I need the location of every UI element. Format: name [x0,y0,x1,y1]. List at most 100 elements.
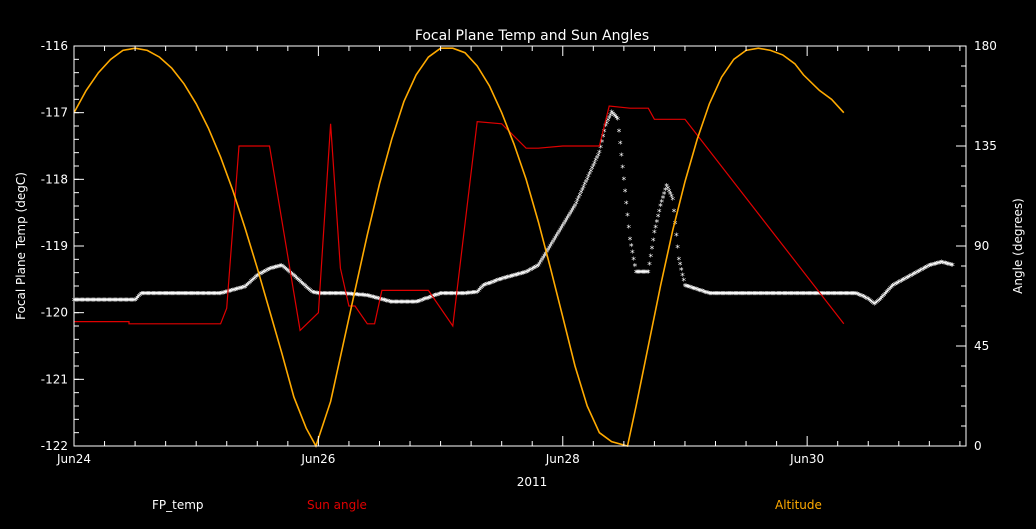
fp-temp-point: * [82,297,87,307]
fp-temp-point: * [663,187,668,197]
fp-temp-point: * [369,294,374,304]
fp-temp-point: * [948,262,953,272]
fp-temp-point: * [546,247,551,257]
fp-temp-point: * [890,283,895,293]
fp-temp-point: * [745,291,750,301]
fp-temp-point: * [650,245,655,255]
fp-temp-point: * [664,183,669,193]
fp-temp-point: * [597,149,602,159]
fp-temp-point: * [488,280,493,290]
fp-temp-point: * [740,291,745,301]
fp-temp-point: * [512,273,517,283]
fp-temp-point: * [224,289,229,299]
fp-temp-point: * [556,231,561,241]
fp-temp-point: * [168,291,173,301]
fp-temp-point: * [305,285,310,295]
fp-temp-point: * [805,291,810,301]
fp-temp-point: * [947,261,952,271]
fp-temp-point: * [366,293,371,303]
altitude-series-line [73,47,845,449]
fp-temp-point: * [816,291,821,301]
fp-temp-point: * [812,291,817,301]
fp-temp-point: * [644,269,649,279]
fp-temp-point: * [295,276,300,286]
fp-temp-point: * [587,171,592,181]
fp-temp-point: * [673,220,678,230]
fp-temp-point: * [232,287,237,297]
fp-temp-point: * [695,287,700,297]
left-y-tick-label: -122 [41,439,68,453]
fp-temp-point: * [267,266,272,276]
fp-temp-point: * [773,291,778,301]
fp-temp-point: * [536,263,541,273]
fp-temp-point: * [322,291,327,301]
fp-temp-point: * [938,260,943,270]
fp-temp-point: * [843,291,848,301]
fp-temp-point: * [828,291,833,301]
fp-temp-point: * [758,291,763,301]
fp-temp-point: * [679,267,684,277]
fp-temp-point: * [175,291,180,301]
fp-temp-point: * [642,269,647,279]
fp-temp-point: * [514,272,519,282]
fp-temp-point: * [845,291,850,301]
fp-temp-point: * [713,291,718,301]
fp-temp-point: * [532,265,537,275]
fp-temp-point: * [648,253,653,263]
fp-temp-point: * [543,251,548,261]
fp-temp-point: * [374,295,379,305]
fp-temp-point: * [677,256,682,266]
fp-temp-point: * [859,293,864,303]
fp-temp-point: * [580,187,585,197]
fp-temp-point: * [94,297,99,307]
fp-temp-point: * [206,291,211,301]
fp-temp-point: * [763,291,768,301]
fp-temp-point: * [115,297,120,307]
fp-temp-point: * [484,282,489,292]
fp-temp-point: * [921,266,926,276]
fp-temp-point: * [437,291,442,301]
fp-temp-point: * [608,112,613,122]
fp-temp-point: * [137,293,142,303]
fp-temp-point: * [341,291,346,301]
fp-temp-point: * [702,289,707,299]
fp-temp-point: * [229,288,234,298]
fp-temp-point: * [446,291,451,301]
fp-temp-point: * [345,291,350,301]
fp-temp-point: * [720,291,725,301]
fp-temp-point: * [426,295,431,305]
fp-temp-point: * [375,295,380,305]
fp-temp-point: * [207,291,212,301]
fp-temp-point: * [854,291,859,301]
fp-temp-point: * [596,152,601,162]
fp-temp-point: * [475,289,480,299]
fp-temp-point: * [591,163,596,173]
fp-temp-point: * [530,266,535,276]
fp-temp-point: * [493,278,498,288]
fp-temp-point: * [936,260,941,270]
fp-temp-point: * [440,291,445,301]
fp-temp-point: * [762,291,767,301]
fp-temp-point: * [430,294,435,304]
fp-temp-point: * [601,133,606,143]
fp-temp-point: * [342,291,347,301]
fp-temp-point: * [460,291,465,301]
fp-temp-point: * [402,299,407,309]
fp-temp-point: * [547,245,552,255]
fp-temp-point: * [791,291,796,301]
fp-temp-point: * [892,282,897,292]
fp-temp-point: * [77,297,82,307]
fp-temp-point: * [204,291,209,301]
fp-temp-point: * [462,291,467,301]
fp-temp-point: * [106,297,111,307]
fp-temp-point: * [672,208,677,218]
fp-temp-point: * [678,261,683,271]
fp-temp-point: * [222,290,227,300]
fp-temp-point: * [370,294,375,304]
fp-temp-point: * [800,291,805,301]
fp-temp-point: * [347,291,352,301]
x-tick-label: Jun30 [789,452,824,466]
fp-temp-point: * [590,165,595,175]
fp-temp-point: * [487,280,492,290]
fp-temp-point: * [518,271,523,281]
